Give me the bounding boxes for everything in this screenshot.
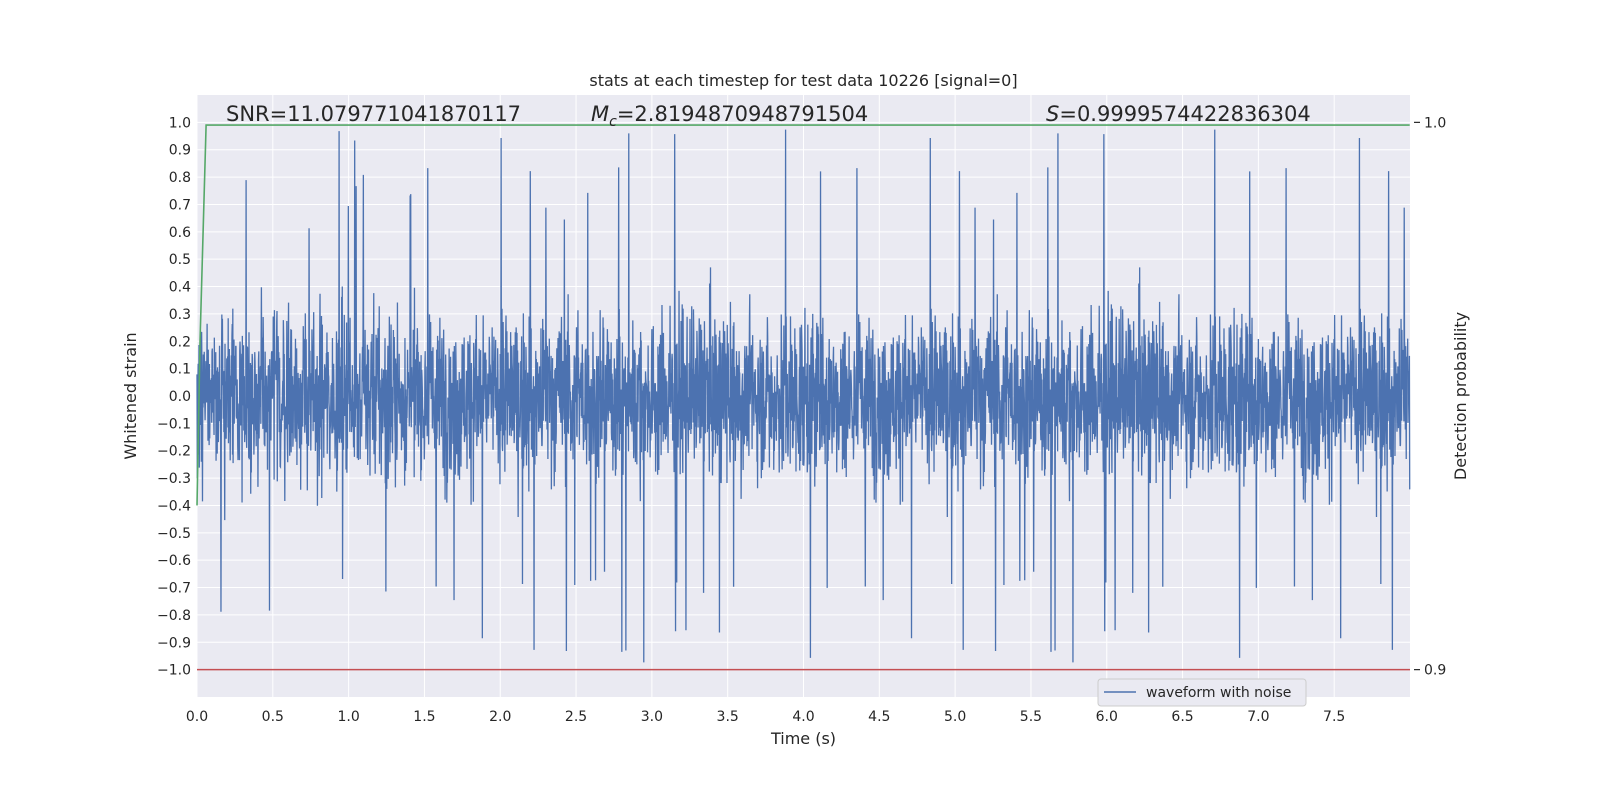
snr-annotation: SNR=11.079771041870117 bbox=[226, 102, 521, 126]
x-tick-label: 0.5 bbox=[262, 709, 284, 725]
waveform-series bbox=[196, 129, 1411, 663]
x-tick-label: 7.5 bbox=[1323, 709, 1345, 725]
y-tick-label: −0.5 bbox=[157, 526, 191, 542]
y2-tick-label: 1.0 bbox=[1424, 115, 1446, 131]
detection-probability-line bbox=[196, 124, 1410, 506]
x-tick-label: 3.0 bbox=[641, 709, 663, 725]
x-tick-label: 3.5 bbox=[717, 709, 739, 725]
x-axis-label: Time (s) bbox=[770, 729, 836, 748]
x-tick-label: 4.0 bbox=[792, 709, 814, 725]
x-tick-label: 0.0 bbox=[186, 709, 208, 725]
x-tick-label: 2.5 bbox=[565, 709, 587, 725]
y-tick-label: 0.7 bbox=[169, 197, 191, 213]
chirp-mass-annotation: Mc=2.8194870948791504 bbox=[591, 102, 868, 130]
x-tick-label: 7.0 bbox=[1247, 709, 1269, 725]
x-tick-label: 1.5 bbox=[413, 709, 435, 725]
y-tick-label: −0.2 bbox=[157, 444, 191, 460]
overlay-lines bbox=[196, 124, 1410, 671]
y-axis-label: Whitened strain bbox=[121, 332, 140, 459]
x-tick-label: 6.0 bbox=[1096, 709, 1118, 725]
y-tick-label: 0.5 bbox=[169, 252, 191, 268]
y-tick-label: 1.0 bbox=[169, 115, 191, 131]
y-tick-label: −0.4 bbox=[157, 498, 191, 514]
y2-tick-label: 0.9 bbox=[1424, 663, 1446, 679]
legend-box bbox=[1097, 678, 1307, 707]
y-tick-label: −0.9 bbox=[157, 635, 191, 651]
y-tick-label: −0.6 bbox=[157, 553, 191, 569]
y-tick-label: −0.8 bbox=[157, 608, 191, 624]
y-tick-label: 0.9 bbox=[169, 143, 191, 159]
y-tick-label: 0.4 bbox=[169, 280, 191, 296]
y-tick-label: −0.3 bbox=[157, 471, 191, 487]
y-tick-label: −0.7 bbox=[157, 581, 191, 597]
score-annotation: S=0.9999574422836304 bbox=[1046, 102, 1311, 126]
y-tick-label: 0.3 bbox=[169, 307, 191, 323]
x-tick-label: 5.0 bbox=[944, 709, 966, 725]
y-tick-label: 0.8 bbox=[169, 170, 191, 186]
x-tick-label: 5.5 bbox=[1020, 709, 1042, 725]
y-tick-label: 0.1 bbox=[169, 362, 191, 378]
x-tick-label: 4.5 bbox=[868, 709, 890, 725]
legend-entry: waveform with noise bbox=[1146, 685, 1291, 701]
y-tick-label: −1.0 bbox=[157, 663, 191, 679]
x-tick-label: 2.0 bbox=[489, 709, 511, 725]
y-tick-label: 0.0 bbox=[169, 389, 191, 405]
y-tick-label: −0.1 bbox=[157, 416, 191, 432]
y-tick-label: 0.2 bbox=[169, 334, 191, 350]
x-tick-label: 6.5 bbox=[1171, 709, 1193, 725]
x-axis-ticks: 0.0 0.5 1.0 1.5 2.0 2.5 3.0 3.5 4.0 4.5 5.0 5.5 6.0 6… bbox=[186, 709, 1345, 725]
legend: waveform with noise bbox=[1097, 678, 1307, 707]
chart-title: stats at each timestep for test data 102… bbox=[589, 71, 1017, 90]
x-tick-label: 1.0 bbox=[337, 709, 359, 725]
y-axis-ticks: 1.0 0.9 0.8 0.7 0.6 0.5 0.4 0.3 0.2 0.1 0.0 −0.1 −0.… bbox=[157, 115, 191, 678]
y2-axis-label: Detection probability bbox=[1451, 312, 1470, 480]
y2-axis-ticks: 1.0 0.9 bbox=[1414, 115, 1446, 679]
waveform-line bbox=[196, 129, 1411, 663]
y-tick-label: 0.6 bbox=[169, 225, 191, 241]
